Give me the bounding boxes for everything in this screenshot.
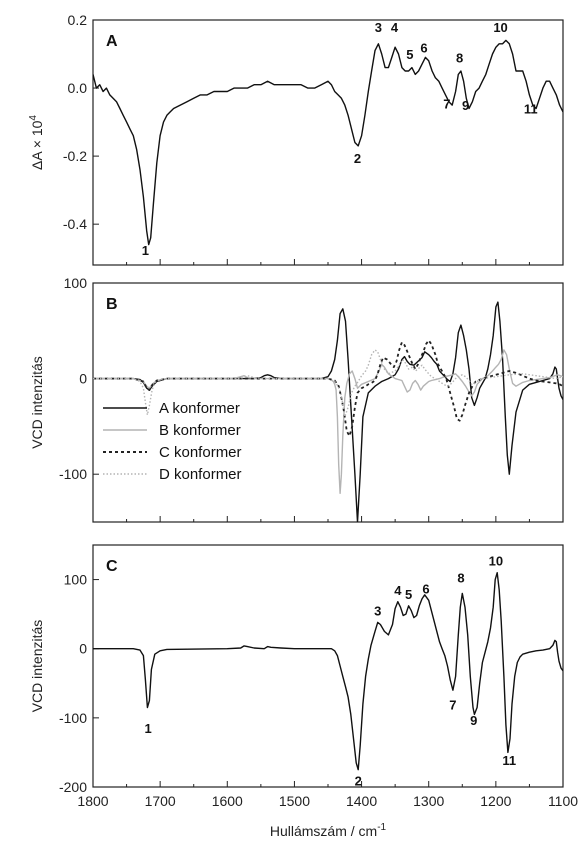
panel-a-peak-label-5: 5 <box>406 47 413 62</box>
x-tick-label: 1700 <box>145 793 176 809</box>
x-axis-title: Hullámszám / cm-1 <box>270 822 387 839</box>
panel-c-letter: C <box>106 558 118 575</box>
panel-a-frame <box>92 19 564 266</box>
panel-c-y-tick-label: -200 <box>59 779 87 795</box>
panel-c-peak-label-1: 1 <box>144 721 151 736</box>
panel-c-peak-label-11: 11 <box>502 753 516 768</box>
panel-c-series-line-0 <box>93 572 563 771</box>
x-tick-label: 1600 <box>212 793 243 809</box>
panel-c-peak-label-6: 6 <box>422 581 429 596</box>
panel-a-y-tick-label: -0.4 <box>63 216 87 232</box>
x-tick-label: 1800 <box>77 793 108 809</box>
panel-a-peak-label-1: 1 <box>142 243 149 258</box>
panel-c-y-tick-label: -100 <box>59 710 87 726</box>
x-tick-label: 1300 <box>413 793 444 809</box>
legend-label-b: B konformer <box>159 422 241 439</box>
panel-a-peak-label-8: 8 <box>456 51 463 66</box>
panel-a-peak-label-10: 10 <box>493 20 507 35</box>
panel-b-y-axis-title: VCD intenzitás <box>29 356 45 449</box>
panel-b-series-c-konformer <box>93 339 563 437</box>
panel-a-y-tick-label: 0.0 <box>68 80 88 96</box>
x-tick-label: 1200 <box>480 793 511 809</box>
legend-label-d: D konformer <box>159 466 242 483</box>
panel-c-y-axis-title: VCD intenzitás <box>29 620 45 713</box>
panel-c-peak-label-2: 2 <box>355 774 362 789</box>
panel-a-peak-label-9: 9 <box>462 98 469 113</box>
panel-a-y-axis-title-sup: 4 <box>28 115 39 121</box>
panel-b-letter: B <box>106 296 118 313</box>
panel-c-peak-label-9: 9 <box>470 713 477 728</box>
panel-a-series-line-0 <box>93 39 563 246</box>
panel-b-y-tick-label: 100 <box>64 275 88 291</box>
panel-a-letter: A <box>106 33 118 50</box>
x-axis-title-sup: -1 <box>377 822 386 833</box>
panel-a-y-axis-title: ΔA × 104 <box>28 115 45 170</box>
panel-c-peak-label-7: 7 <box>449 698 456 713</box>
panel-a-y-tick-label: -0.2 <box>63 148 87 164</box>
panel-c-peak-label-3: 3 <box>374 604 381 619</box>
x-tick-label: 1100 <box>548 793 578 809</box>
panel-c-peak-label-8: 8 <box>457 570 464 585</box>
panel-b-y-tick-label: -100 <box>59 466 87 482</box>
panel-a-peak-label-7: 7 <box>443 96 450 111</box>
legend-label-c: C konformer <box>159 444 242 461</box>
panel-c-peak-label-5: 5 <box>405 587 412 602</box>
panel-c-y-tick-label: 100 <box>64 572 88 588</box>
x-tick-label: 1500 <box>279 793 310 809</box>
panel-a-peak-label-6: 6 <box>420 40 427 55</box>
x-tick-label: 1400 <box>346 793 377 809</box>
panel-b-y-tick-label: 0 <box>79 371 87 387</box>
panel-a-peak-label-11: 11 <box>524 102 538 117</box>
legend-label-a: A konformer <box>159 400 240 417</box>
panel-a-y-tick-label: 0.2 <box>68 12 88 28</box>
panel-c-peak-label-10: 10 <box>489 554 503 569</box>
panel-c-peak-label-4: 4 <box>394 583 402 598</box>
panel-c-frame <box>92 544 564 788</box>
panel-a-peak-label-2: 2 <box>354 151 361 166</box>
panel-c-y-tick-label: 0 <box>79 641 87 657</box>
panel-b-series-d-konformer <box>93 349 563 418</box>
panel-a-peak-label-3: 3 <box>375 20 382 35</box>
panel-a-peak-label-4: 4 <box>391 20 399 35</box>
